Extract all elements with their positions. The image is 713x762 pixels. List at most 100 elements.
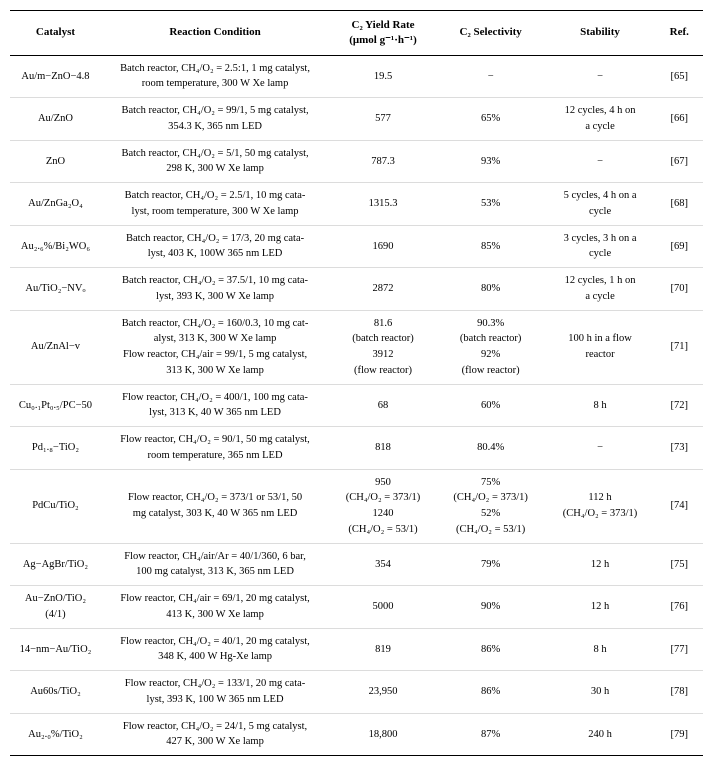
cell-yield: 18,800 bbox=[329, 712, 437, 756]
table-row: Au/ZnGa₂O₄ Batch reactor, CH₄/O₂ = 2.5/1,… bbox=[10, 182, 703, 226]
cell-ref: [66] bbox=[655, 97, 703, 141]
cell-condition: Flow reactor, CH₄/O₂ = 400/1, 100 mg cat… bbox=[100, 383, 330, 427]
cell-catalyst: PdCu/TiO₂ bbox=[10, 468, 101, 544]
cell-yield: 5000 bbox=[329, 585, 437, 629]
cell-stability: − bbox=[597, 70, 603, 82]
cell-catalyst: Ag−AgBr/TiO₂ bbox=[10, 542, 101, 586]
cell-catalyst: Au/m−ZnO−4.8 bbox=[21, 70, 90, 82]
cell-catalyst: Pd₁.₈−TiO₂ bbox=[10, 426, 101, 470]
cell-ref: [71] bbox=[655, 309, 703, 385]
cell-yield: 354 bbox=[329, 542, 437, 586]
cell-selectivity: 90.3% (batch reactor) 92% (flow reactor) bbox=[436, 309, 545, 385]
cell-stability: 12 cycles, 1 h on a cycle bbox=[544, 267, 656, 311]
cell-yield: 818 bbox=[329, 426, 437, 470]
cell-stability: 12 h bbox=[544, 542, 656, 586]
cell-ref: [75] bbox=[655, 542, 703, 586]
cell-ref: [74] bbox=[655, 468, 703, 544]
cell-stability: 112 h (CH₄/O₂ = 373/1) bbox=[544, 468, 656, 544]
column-header-stability: Stability bbox=[544, 10, 656, 56]
cell-catalyst: Au₂.₀%/TiO₂ bbox=[10, 712, 101, 756]
cell-ref: [65] bbox=[670, 70, 689, 82]
cell-yield: 1315.3 bbox=[329, 182, 437, 226]
cell-selectivity: 86% bbox=[436, 627, 545, 671]
table-row: Au−ZnO/TiO₂ (4/1) Flow reactor, CH₄/air =… bbox=[10, 585, 703, 629]
cell-yield: 81.6 (batch reactor) 3912 (flow reactor) bbox=[329, 309, 437, 385]
cell-stability: − bbox=[544, 139, 656, 183]
table-row: 14−nm−Au/TiO₂ Flow reactor, CH₄/O₂ = 40/1… bbox=[10, 627, 703, 671]
cell-stability: 100 h in a flow reactor bbox=[544, 309, 656, 385]
cell-ref: [69] bbox=[655, 224, 703, 268]
cell-ref: [76] bbox=[655, 585, 703, 629]
cell-yield: 19.5 bbox=[373, 70, 393, 82]
cell-condition: Flow reactor, CH₄/O₂ = 24/1, 5 mg cataly… bbox=[100, 712, 330, 756]
cell-yield: 819 bbox=[329, 627, 437, 671]
cell-yield: 1690 bbox=[329, 224, 437, 268]
cell-condition: Batch reactor, CH₄/O₂ = 160/0.3, 10 mg c… bbox=[100, 309, 330, 385]
cell-ref: [67] bbox=[655, 139, 703, 183]
cell-condition: Batch reactor, CH₄/O₂ = 17/3, 20 mg cata… bbox=[100, 224, 330, 268]
column-header-catalyst: Catalyst bbox=[10, 10, 101, 56]
cell-stability: 3 cycles, 3 h on a cycle bbox=[544, 224, 656, 268]
cell-selectivity: − bbox=[487, 70, 494, 82]
cell-yield: 787.3 bbox=[329, 139, 437, 183]
column-header-selectivity: C₂ Selectivity bbox=[436, 10, 545, 56]
cell-ref: [79] bbox=[655, 712, 703, 756]
cell-stability: 8 h bbox=[544, 383, 656, 427]
cell-selectivity: 80.4% bbox=[436, 426, 545, 470]
cell-ref: [72] bbox=[655, 383, 703, 427]
table-row: Au/ZnAl−v Batch reactor, CH₄/O₂ = 160/0.3… bbox=[10, 309, 703, 385]
cell-condition: Batch reactor, CH₄/O₂ = 2.5/1, 10 mg cat… bbox=[100, 182, 330, 226]
table-body: Au/m−ZnO−4.8 Batch reactor, CH₄/O₂ = 2.5:… bbox=[10, 55, 703, 756]
cell-condition: Batch reactor, CH₄/O₂ = 5/1, 50 mg catal… bbox=[100, 139, 330, 183]
cell-stability: − bbox=[544, 426, 656, 470]
cell-condition: Flow reactor, CH₄/O₂ = 40/1, 20 mg catal… bbox=[100, 627, 330, 671]
cell-stability: 8 h bbox=[544, 627, 656, 671]
table-row: Pd₁.₈−TiO₂ Flow reactor, CH₄/O₂ = 90/1, 5… bbox=[10, 426, 703, 470]
table-row: Au/TiO₂−NVₒ Batch reactor, CH₄/O₂ = 37.5/… bbox=[10, 267, 703, 311]
cell-yield: 950 (CH₄/O₂ = 373/1) 1240 (CH₄/O₂ = 53/1… bbox=[329, 468, 437, 544]
cell-condition: Batch reactor, CH₄/O₂ = 2.5:1, 1 mg cata… bbox=[120, 62, 310, 90]
table-header-row: Catalyst Reaction Condition C₂ Yield Rate … bbox=[10, 10, 703, 56]
cell-selectivity: 85% bbox=[436, 224, 545, 268]
cell-yield: 577 bbox=[329, 97, 437, 141]
cell-yield: 68 bbox=[329, 383, 437, 427]
cell-ref: [77] bbox=[655, 627, 703, 671]
cell-condition: Flow reactor, CH₄/O₂ = 373/1 or 53/1, 50… bbox=[100, 468, 330, 544]
column-header-ref: Ref. bbox=[655, 10, 703, 56]
table-row: PdCu/TiO₂ Flow reactor, CH₄/O₂ = 373/1 or… bbox=[10, 468, 703, 544]
cell-catalyst: Au−ZnO/TiO₂ (4/1) bbox=[10, 585, 101, 629]
cell-catalyst: 14−nm−Au/TiO₂ bbox=[10, 627, 101, 671]
table-head: Catalyst Reaction Condition C₂ Yield Rate … bbox=[10, 10, 703, 56]
cell-selectivity: 65% bbox=[436, 97, 545, 141]
cell-catalyst: Au/ZnAl−v bbox=[10, 309, 101, 385]
cell-stability: 12 h bbox=[544, 585, 656, 629]
cell-condition: Flow reactor, CH₄/air = 69/1, 20 mg cata… bbox=[100, 585, 330, 629]
cell-catalyst: ZnO bbox=[10, 139, 101, 183]
cell-selectivity: 87% bbox=[436, 712, 545, 756]
cell-selectivity: 90% bbox=[436, 585, 545, 629]
cell-condition: Batch reactor, CH₄/O₂ = 99/1, 5 mg catal… bbox=[100, 97, 330, 141]
cell-selectivity: 79% bbox=[436, 542, 545, 586]
cell-selectivity: 60% bbox=[436, 383, 545, 427]
cell-catalyst: Au/ZnO bbox=[10, 97, 101, 141]
cell-catalyst: Au₂.₆%/Bi₂WO₆ bbox=[10, 224, 101, 268]
column-header-yield: C₂ Yield Rate (μmol g⁻¹·h⁻¹) bbox=[329, 10, 437, 56]
table-row: ZnO Batch reactor, CH₄/O₂ = 5/1, 50 mg ca… bbox=[10, 139, 703, 183]
cell-condition: Flow reactor, CH₄/O₂ = 90/1, 50 mg catal… bbox=[100, 426, 330, 470]
cell-yield: 2872 bbox=[329, 267, 437, 311]
cell-stability: 5 cycles, 4 h on a cycle bbox=[544, 182, 656, 226]
cell-selectivity: 80% bbox=[436, 267, 545, 311]
column-header-condition: Reaction Condition bbox=[100, 10, 330, 56]
table-row: Cu₀.₁Pt₀.₅/PC−50 Flow reactor, CH₄/O₂ = 4… bbox=[10, 383, 703, 427]
cell-ref: [73] bbox=[655, 426, 703, 470]
cell-stability: 12 cycles, 4 h on a cycle bbox=[544, 97, 656, 141]
catalyst-comparison-table: Catalyst Reaction Condition C₂ Yield Rate … bbox=[10, 10, 703, 757]
table-row: Au/ZnO Batch reactor, CH₄/O₂ = 99/1, 5 mg… bbox=[10, 97, 703, 141]
cell-catalyst: Au/TiO₂−NVₒ bbox=[10, 267, 101, 311]
table-row: Au/m−ZnO−4.8 Batch reactor, CH₄/O₂ = 2.5:… bbox=[10, 55, 703, 98]
table-row: Ag−AgBr/TiO₂ Flow reactor, CH₄/air/Ar = 4… bbox=[10, 542, 703, 586]
cell-catalyst: Cu₀.₁Pt₀.₅/PC−50 bbox=[10, 383, 101, 427]
table-row: Au₂.₀%/TiO₂ Flow reactor, CH₄/O₂ = 24/1, … bbox=[10, 712, 703, 756]
cell-selectivity: 93% bbox=[436, 139, 545, 183]
